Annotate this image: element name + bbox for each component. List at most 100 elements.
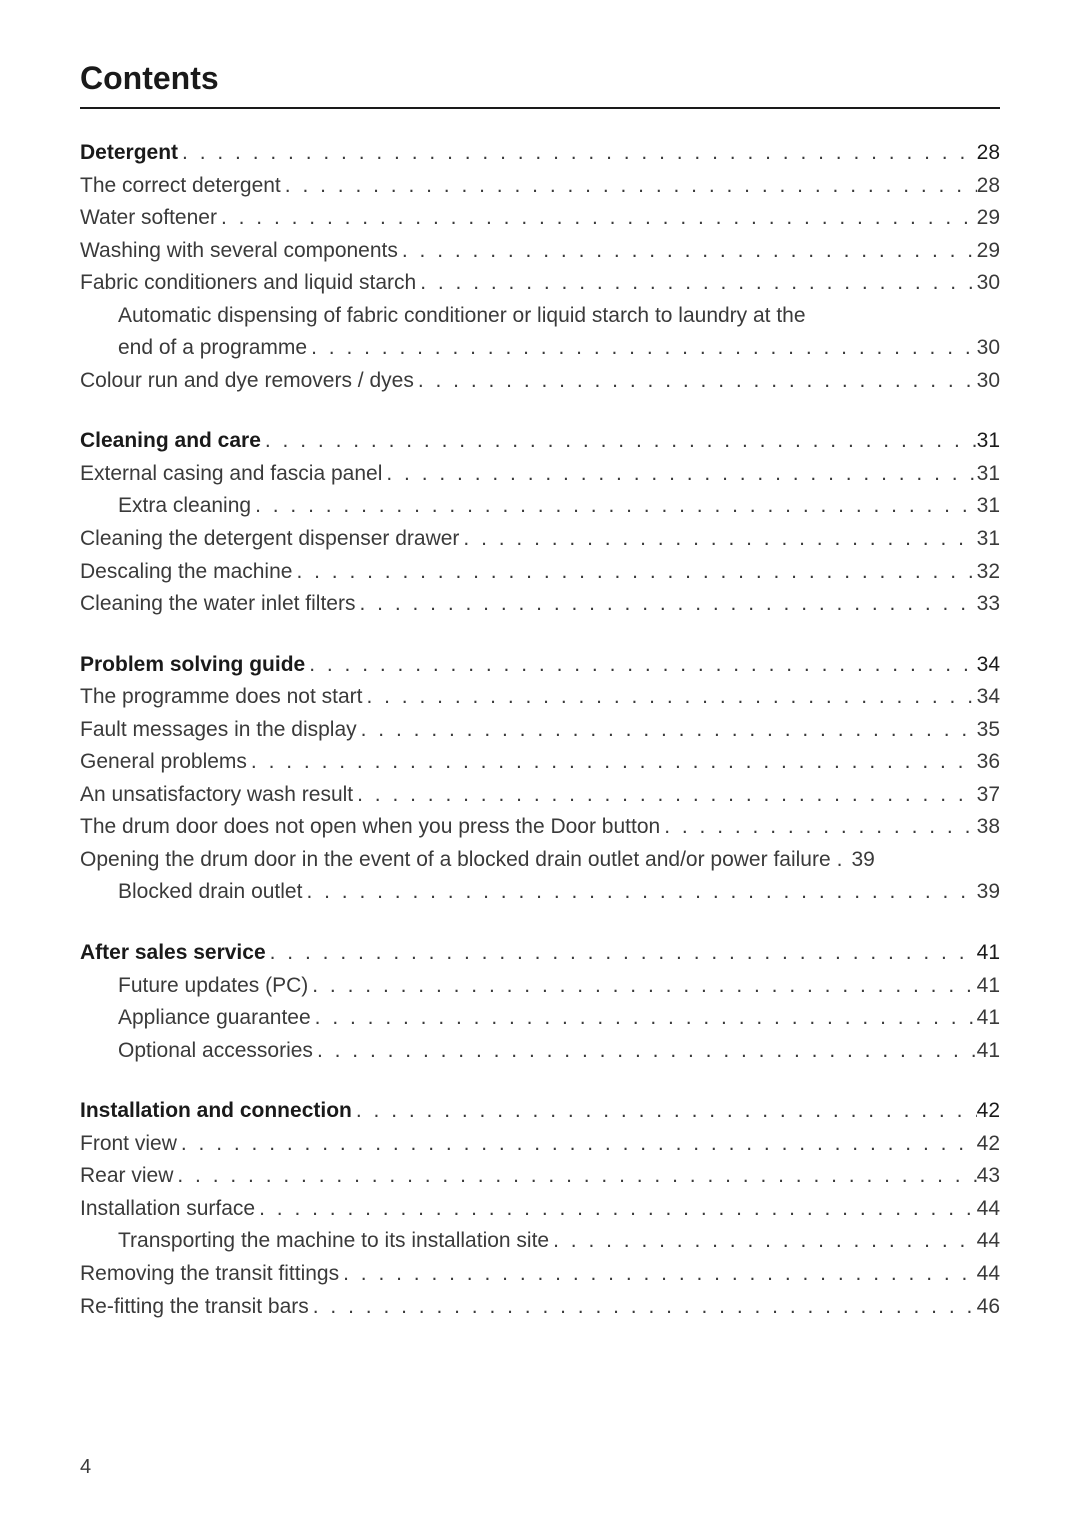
toc-item: Water softener . . . . . . . . . . . . .…: [80, 202, 1000, 235]
toc-label: Cleaning and care: [80, 425, 261, 458]
toc-page: 29: [977, 202, 1000, 235]
toc-page: 41: [977, 937, 1000, 970]
toc-dots: . . . . . . . . . . . . . . . . . . . . …: [266, 937, 977, 970]
toc-dots: . . . . . . . . . . . . . . . . . . . . …: [398, 235, 977, 268]
toc-item: Blocked drain outlet . . . . . . . . . .…: [80, 876, 1000, 909]
toc-item: Rear view . . . . . . . . . . . . . . . …: [80, 1160, 1000, 1193]
toc-page: 37: [977, 779, 1000, 812]
toc-dots: .: [831, 844, 852, 877]
toc-label: Detergent: [80, 137, 178, 170]
toc-label: Rear view: [80, 1160, 173, 1193]
toc-label: Opening the drum door in the event of a …: [80, 844, 831, 877]
toc-label: Optional accessories: [118, 1035, 313, 1068]
toc-page: 30: [977, 332, 1000, 365]
toc-item: Extra cleaning . . . . . . . . . . . . .…: [80, 490, 1000, 523]
toc-page: 46: [977, 1291, 1000, 1324]
toc-page: 35: [977, 714, 1000, 747]
toc-label: Installation and connection: [80, 1095, 352, 1128]
toc-item-wrap-line2: end of a programme . . . . . . . . . . .…: [80, 332, 1000, 365]
toc-dots: . . . . . . . . . . . . . . . . . . . . …: [292, 556, 976, 589]
toc-label: Appliance guarantee: [118, 1002, 311, 1035]
toc-label: Transporting the machine to its installa…: [118, 1225, 549, 1258]
toc-label: Colour run and dye removers / dyes: [80, 365, 414, 398]
toc-dots: . . . . . . . . . . . . . . . . . . . . …: [307, 332, 977, 365]
toc-heading: After sales service . . . . . . . . . . …: [80, 937, 1000, 970]
toc-label: Fabric conditioners and liquid starch: [80, 267, 416, 300]
toc-page: 38: [977, 811, 1000, 844]
toc-dots: . . . . . . . . . . . . . . . . . . . . …: [247, 746, 977, 779]
toc-dots: . . . . . . . . . . . . . . . . . . . . …: [178, 137, 977, 170]
toc-dots: . . . . . . . . . . . . . . . . . . . . …: [302, 876, 976, 909]
toc-item: Opening the drum door in the event of a …: [80, 844, 1000, 877]
toc-item: Fault messages in the display . . . . . …: [80, 714, 1000, 747]
toc-label: Problem solving guide: [80, 649, 305, 682]
toc-page: 36: [977, 746, 1000, 779]
toc-item: Appliance guarantee . . . . . . . . . . …: [80, 1002, 1000, 1035]
toc-label: After sales service: [80, 937, 266, 970]
toc-dots: . . . . . . . . . . . . . . . . . . . . …: [549, 1225, 977, 1258]
toc-label: Water softener: [80, 202, 217, 235]
toc-dots: . . . . . . . . . . . . . . . . . . . . …: [177, 1128, 977, 1161]
toc-section-problem: Problem solving guide . . . . . . . . . …: [80, 649, 1000, 909]
toc-dots: . . . . . . . . . . . . . . . . . . . . …: [459, 523, 976, 556]
toc-page: 34: [977, 649, 1000, 682]
toc-dots: . . . . . . . . . . . . . . . . . . . . …: [313, 1035, 977, 1068]
toc-page: 42: [977, 1128, 1000, 1161]
toc-item: Front view . . . . . . . . . . . . . . .…: [80, 1128, 1000, 1161]
toc-section-detergent: Detergent . . . . . . . . . . . . . . . …: [80, 137, 1000, 397]
toc-item: Transporting the machine to its installa…: [80, 1225, 1000, 1258]
toc-label: External casing and fascia panel: [80, 458, 382, 491]
toc-dots: . . . . . . . . . . . . . . . . . . . . …: [339, 1258, 977, 1291]
toc-page: 31: [977, 523, 1000, 556]
toc-dots: . . . . . . . . . . . . . . . . . . . . …: [382, 458, 976, 491]
toc-item: General problems . . . . . . . . . . . .…: [80, 746, 1000, 779]
toc-item: External casing and fascia panel . . . .…: [80, 458, 1000, 491]
page-number: 4: [80, 1456, 91, 1479]
toc-dots: . . . . . . . . . . . . . . . . . . . . …: [352, 1095, 977, 1128]
toc-section-installation: Installation and connection . . . . . . …: [80, 1095, 1000, 1323]
toc-page: 30: [977, 267, 1000, 300]
toc-dots: . . . . . . . . . . . . . . . . . . . . …: [362, 681, 976, 714]
toc-label: General problems: [80, 746, 247, 779]
toc-label: Future updates (PC): [118, 970, 308, 1003]
toc-label: Removing the transit fittings: [80, 1258, 339, 1291]
toc-page: 30: [977, 365, 1000, 398]
toc-section-cleaning: Cleaning and care . . . . . . . . . . . …: [80, 425, 1000, 620]
toc-label: Washing with several components: [80, 235, 398, 268]
toc-item: An unsatisfactory wash result . . . . . …: [80, 779, 1000, 812]
toc-item: Descaling the machine . . . . . . . . . …: [80, 556, 1000, 589]
toc-label: Extra cleaning: [118, 490, 251, 523]
toc-dots: . . . . . . . . . . . . . . . . . . . . …: [255, 1193, 977, 1226]
toc-item: The correct detergent . . . . . . . . . …: [80, 170, 1000, 203]
toc-dots: . . . . . . . . . . . . . . . . . . . . …: [311, 1002, 977, 1035]
toc-label: Fault messages in the display: [80, 714, 357, 747]
toc-dots: . . . . . . . . . . . . . . . . . . . . …: [357, 714, 977, 747]
toc-label: The programme does not start: [80, 681, 362, 714]
toc-page: 41: [977, 1002, 1000, 1035]
toc-dots: . . . . . . . . . . . . . . . . . . . . …: [309, 1291, 977, 1324]
toc-item: Optional accessories . . . . . . . . . .…: [80, 1035, 1000, 1068]
toc-dots: . . . . . . . . . . . . . . . . . . . . …: [308, 970, 976, 1003]
toc-page: 41: [977, 970, 1000, 1003]
toc-dots: . . . . . . . . . . . . . . . . . . . . …: [660, 811, 976, 844]
toc-dots: . . . . . . . . . . . . . . . . . . . . …: [217, 202, 977, 235]
toc-page: 44: [977, 1225, 1000, 1258]
toc-dots: . . . . . . . . . . . . . . . . . . . . …: [353, 779, 977, 812]
toc-label: An unsatisfactory wash result: [80, 779, 353, 812]
toc-item: Cleaning the detergent dispenser drawer …: [80, 523, 1000, 556]
toc-dots: . . . . . . . . . . . . . . . . . . . . …: [416, 267, 976, 300]
toc-dots: . . . . . . . . . . . . . . . . . . . . …: [251, 490, 977, 523]
toc-item: Colour run and dye removers / dyes . . .…: [80, 365, 1000, 398]
toc-item: Re-fitting the transit bars . . . . . . …: [80, 1291, 1000, 1324]
toc-section-aftersales: After sales service . . . . . . . . . . …: [80, 937, 1000, 1067]
toc-dots: . . . . . . . . . . . . . . . . . . . . …: [281, 170, 977, 203]
toc-page: 39: [977, 876, 1000, 909]
toc-heading: Detergent . . . . . . . . . . . . . . . …: [80, 137, 1000, 170]
toc-page: 31: [977, 425, 1000, 458]
toc-label: Cleaning the detergent dispenser drawer: [80, 523, 459, 556]
toc-item: The drum door does not open when you pre…: [80, 811, 1000, 844]
toc-label: The correct detergent: [80, 170, 281, 203]
page-title: Contents: [80, 60, 1000, 109]
toc-heading: Problem solving guide . . . . . . . . . …: [80, 649, 1000, 682]
toc-heading: Installation and connection . . . . . . …: [80, 1095, 1000, 1128]
